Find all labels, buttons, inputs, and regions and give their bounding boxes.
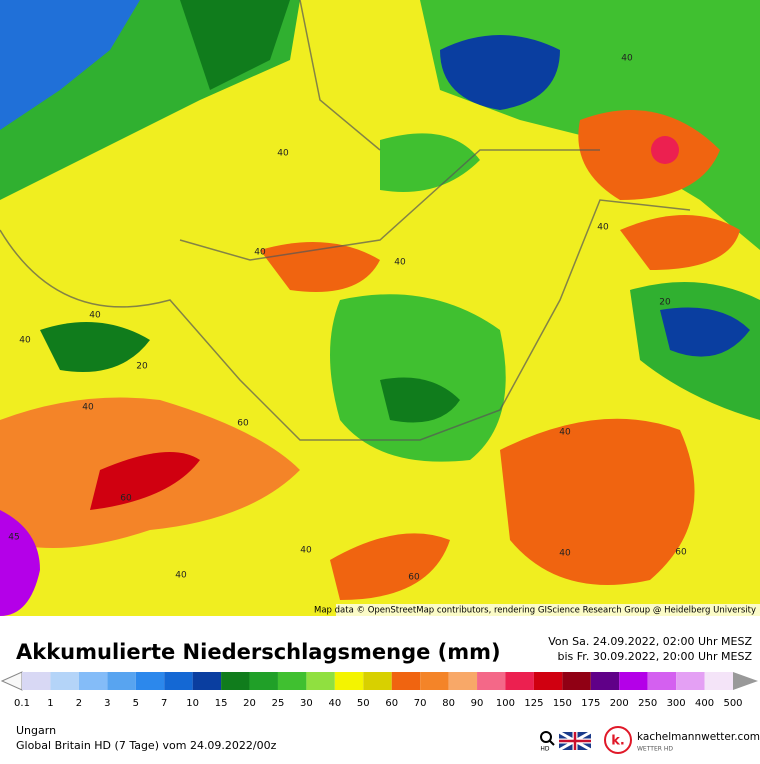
legend-label: 150	[553, 698, 572, 709]
contour-label: 40	[394, 258, 406, 268]
logo-mark	[604, 726, 632, 754]
map: 40 40 40 40 40 40 40 20 20 40 60 40 60 40 40 40 60 60 45 M…	[0, 0, 760, 616]
legend-label: 10	[186, 698, 199, 709]
contour-label: 40	[277, 149, 289, 159]
region: Ungarn	[16, 724, 56, 737]
legend-swatch	[391, 672, 421, 690]
legend-swatch	[277, 672, 307, 690]
contour-label: 40	[89, 311, 101, 321]
legend-label: 175	[581, 698, 600, 709]
model: Global Britain HD (7 Tage) vom 24.09.202…	[16, 739, 277, 752]
contour-label: 40	[597, 223, 609, 233]
legend-swatch	[164, 672, 193, 690]
contour-label: 40	[19, 336, 31, 346]
legend-label: 30	[300, 698, 313, 709]
legend-label: 300	[667, 698, 686, 709]
legend-label: 25	[272, 698, 285, 709]
legend-label: 50	[357, 698, 370, 709]
contour-label: 20	[136, 362, 148, 372]
legend-swatch	[306, 672, 335, 690]
legend-label: 15	[215, 698, 228, 709]
legend-label: 20	[243, 698, 256, 709]
legend-label: 1	[47, 698, 53, 709]
legend-label: 80	[442, 698, 455, 709]
contour-label: 60	[408, 573, 420, 583]
legend-label: 7	[161, 698, 167, 709]
period-start: Von Sa. 24.09.2022, 02:00 Uhr MESZ	[548, 635, 752, 648]
legend-swatch	[704, 672, 733, 690]
legend-label: 0.1	[14, 698, 30, 709]
legend-label: 3	[104, 698, 110, 709]
legend-swatch	[647, 672, 677, 690]
legend-label: 5	[133, 698, 139, 709]
legend-label: 70	[414, 698, 427, 709]
contour-label: 20	[659, 298, 671, 308]
legend-label: 2	[76, 698, 82, 709]
contour-label: 60	[237, 419, 249, 429]
contour-label: 40	[559, 549, 571, 559]
legend-swatch	[78, 672, 108, 690]
contour-label: 40	[82, 403, 94, 413]
legend-swatch	[590, 672, 620, 690]
legend-swatch	[477, 672, 506, 690]
legend-arrow-left	[0, 671, 23, 691]
uk-flag[interactable]	[558, 730, 592, 752]
legend-label: 400	[695, 698, 714, 709]
legend-label: 125	[524, 698, 543, 709]
period-end: bis Fr. 30.09.2022, 20:00 Uhr MESZ	[558, 650, 753, 663]
contour-label: 40	[175, 571, 187, 581]
legend-swatch	[676, 672, 705, 690]
attribution: Map data © OpenStreetMap contributors, r…	[314, 606, 756, 616]
legend-swatch	[135, 672, 165, 690]
legend-label: 40	[328, 698, 341, 709]
legend-label: 90	[471, 698, 484, 709]
contour-label: 40	[254, 248, 266, 258]
legend-label: 200	[610, 698, 629, 709]
contour-label: 40	[621, 54, 633, 64]
legend-swatch	[249, 672, 278, 690]
legend-swatch	[533, 672, 563, 690]
title: Akkumulierte Niederschlagsmenge (mm)	[16, 640, 501, 664]
legend-swatch	[107, 672, 136, 690]
legend-swatch	[619, 672, 648, 690]
contour-label: 60	[675, 548, 687, 558]
logo-name: kachelmannwetter.com	[637, 731, 760, 743]
contour-label: 40	[300, 546, 312, 556]
legend-swatch	[505, 672, 534, 690]
contour-labels: 40 40 40 40 40 40 40 20 20 40 60 40 60 40 40 40 60 60 45	[8, 54, 687, 583]
legend-arrow-right	[733, 672, 758, 690]
logo-tagline: WETTER HD	[637, 746, 673, 753]
legend-label: 100	[496, 698, 515, 709]
legend-swatch	[448, 672, 478, 690]
search-label: HD	[540, 746, 550, 753]
legend-label: 250	[638, 698, 657, 709]
legend-swatch	[363, 672, 392, 690]
legend-swatch	[420, 672, 449, 690]
contour-label: 40	[559, 428, 571, 438]
legend-swatch	[192, 672, 222, 690]
legend: 0.1 1 2 3 5 7 10 15 20 25 30 40 50 60 70 80 90 100 125 150 1…	[14, 672, 743, 709]
contour-label: 60	[120, 494, 132, 504]
logo-letter: k.	[611, 734, 625, 749]
legend-swatch	[22, 672, 51, 690]
legend-swatch	[334, 672, 364, 690]
legend-label: 500	[723, 698, 742, 709]
legend-swatch	[221, 672, 250, 690]
legend-swatch	[562, 672, 591, 690]
contour-label: 45	[8, 533, 19, 543]
legend-label: 60	[385, 698, 398, 709]
search-hd-icon[interactable]: HD	[540, 731, 555, 753]
legend-swatch	[50, 672, 79, 690]
